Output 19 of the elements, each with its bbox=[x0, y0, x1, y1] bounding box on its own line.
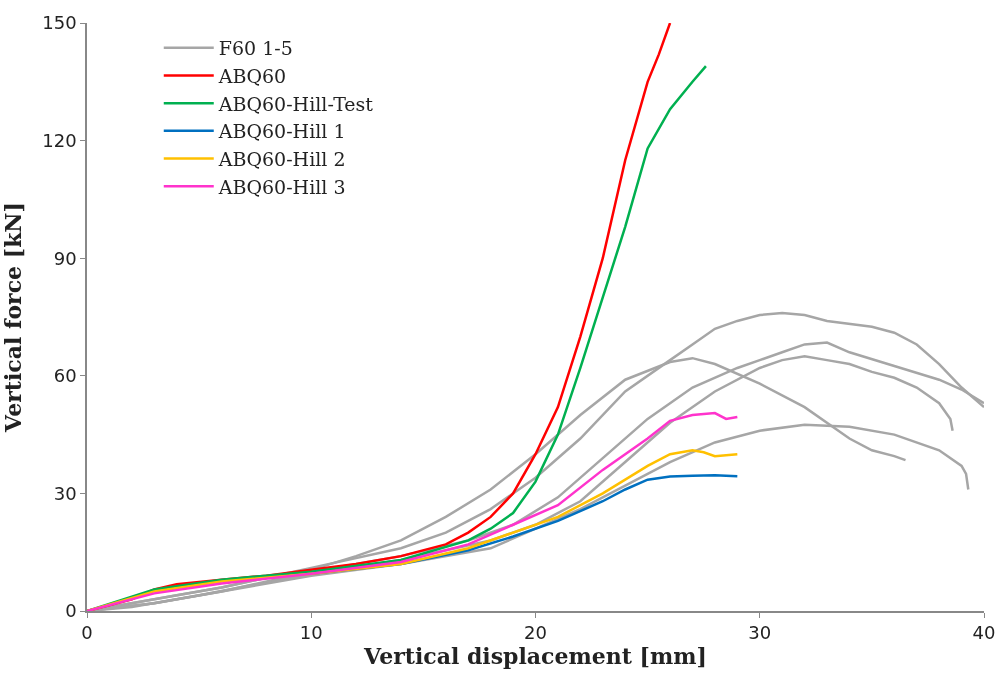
legend-label: F60 1-5 bbox=[218, 37, 293, 60]
legend-label: ABQ60-Hill-Test bbox=[217, 92, 374, 115]
y-tick-label: 30 bbox=[53, 482, 77, 504]
legend-label: ABQ60-Hill 1 bbox=[217, 120, 346, 143]
legend-label: ABQ60-Hill 3 bbox=[217, 175, 346, 198]
legend-label: ABQ60 bbox=[217, 64, 287, 87]
y-tick-label: 150 bbox=[42, 12, 77, 34]
x-tick-label: 20 bbox=[524, 622, 547, 644]
x-tick-label: 40 bbox=[972, 622, 996, 644]
x-tick-label: 0 bbox=[81, 622, 93, 644]
x-axis-title: Vertical displacement [mm] bbox=[363, 643, 707, 670]
y-axis-title: Vertical force [kN] bbox=[0, 202, 26, 433]
y-tick-label: 90 bbox=[53, 247, 77, 269]
y-tick-label: 120 bbox=[42, 129, 77, 151]
x-tick-label: 30 bbox=[748, 622, 772, 644]
x-tick-label: 10 bbox=[299, 622, 323, 644]
legend-label: ABQ60-Hill 2 bbox=[217, 147, 346, 170]
y-tick-label: 60 bbox=[53, 365, 77, 387]
y-tick-label: 0 bbox=[65, 600, 77, 622]
